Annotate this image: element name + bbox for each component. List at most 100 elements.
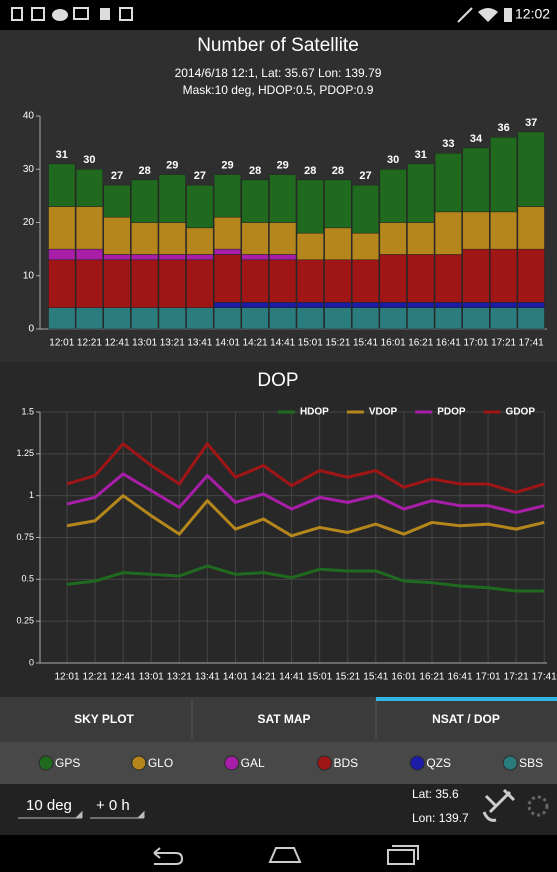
legend-dot: [318, 756, 332, 770]
x-tick-label: 15:41: [353, 338, 378, 349]
bar-segment: [407, 302, 434, 307]
bar-segment: [131, 260, 158, 308]
y-tick-label: 0: [28, 324, 34, 335]
bar-segment: [159, 254, 186, 259]
x-tick-label: 13:01: [139, 672, 164, 683]
total-label: 33: [442, 138, 454, 150]
bar-segment: [49, 164, 76, 207]
bar-segment: [352, 260, 379, 303]
bar-segment: [380, 308, 407, 329]
x-tick-label: 16:21: [419, 672, 444, 683]
y-tick-label: 1: [29, 490, 34, 500]
tab[interactable]: SAT MAP: [257, 712, 310, 726]
x-tick-label: 14:01: [223, 672, 248, 683]
x-tick-label: 16:41: [436, 338, 461, 349]
bar-segment: [214, 217, 241, 249]
legend-label: BDS: [334, 756, 359, 770]
bar-segment: [131, 308, 158, 329]
bar-segment: [242, 180, 269, 223]
bar-segment: [490, 137, 517, 212]
total-label: 29: [166, 159, 178, 171]
x-tick-label: 12:01: [49, 338, 74, 349]
bar-segment: [297, 233, 324, 260]
mask-select[interactable]: 10 deg: [26, 797, 72, 814]
bar-segment: [131, 223, 158, 255]
bar-segment: [490, 249, 517, 302]
bar-segment: [407, 254, 434, 302]
bar-segment: [76, 169, 103, 206]
latitude: Lat: 35.6: [412, 787, 459, 801]
y-tick-label: 0.75: [16, 532, 34, 542]
bar-segment: [463, 212, 490, 249]
total-label: 27: [359, 170, 371, 182]
bar-segment: [407, 164, 434, 223]
total-label: 27: [194, 170, 206, 182]
x-tick-label: 17:41: [519, 338, 544, 349]
x-tick-label: 13:41: [187, 338, 212, 349]
bar-segment: [380, 169, 407, 222]
bar-segment: [159, 308, 186, 329]
legend-label: QZS: [426, 756, 451, 770]
legend-label: VDOP: [369, 407, 398, 418]
y-tick-label: 40: [23, 111, 35, 122]
x-tick-label: 17:01: [476, 672, 501, 683]
bar-segment: [435, 254, 462, 302]
bar-segment: [352, 185, 379, 233]
bar-segment: [352, 308, 379, 329]
bar-segment: [76, 249, 103, 260]
bar-segment: [407, 308, 434, 329]
tab[interactable]: SKY PLOT: [74, 712, 134, 726]
total-label: 30: [83, 154, 95, 166]
bar-segment: [435, 308, 462, 329]
chart-title: DOP: [257, 370, 298, 391]
bar-segment: [518, 132, 545, 207]
page: {"status_bar": {"time": "12:02"}, "chart…: [0, 0, 557, 872]
bar-segment: [49, 207, 76, 250]
legend-dot: [39, 756, 53, 770]
x-tick-label: 16:41: [448, 672, 473, 683]
x-tick-label: 13:21: [167, 672, 192, 683]
y-tick-label: 1.25: [16, 448, 34, 458]
y-tick-label: 0: [29, 657, 34, 667]
bar-segment: [76, 207, 103, 250]
bar-segment: [242, 254, 269, 259]
bar-segment: [518, 302, 545, 307]
bar-segment: [435, 212, 462, 255]
legend-dot: [225, 756, 239, 770]
legend-label: SBS: [519, 756, 543, 770]
bar-segment: [325, 180, 352, 228]
total-label: 28: [304, 165, 316, 177]
x-tick-label: 14:41: [270, 338, 295, 349]
total-label: 31: [56, 149, 68, 161]
total-label: 30: [387, 154, 399, 166]
bar-segment: [325, 260, 352, 303]
bar-segment: [463, 249, 490, 302]
total-label: 28: [249, 165, 261, 177]
chart-title: Number of Satellite: [197, 35, 359, 56]
bar-segment: [490, 302, 517, 307]
bar-segment: [435, 302, 462, 307]
bar-segment: [214, 308, 241, 329]
bar-segment: [131, 254, 158, 259]
x-tick-label: 12:41: [105, 338, 130, 349]
bar-segment: [463, 302, 490, 307]
total-label: 27: [111, 170, 123, 182]
bar-segment: [104, 185, 131, 217]
offset-select[interactable]: + 0 h: [96, 797, 130, 814]
bar-segment: [242, 302, 269, 307]
tab-indicator: [376, 697, 557, 701]
y-tick-label: 0.5: [21, 574, 34, 584]
bar-segment: [104, 308, 131, 329]
total-label: 36: [497, 122, 509, 134]
bar-segment: [214, 302, 241, 307]
bar-segment: [76, 260, 103, 308]
bar-segment: [242, 260, 269, 303]
x-tick-label: 12:21: [83, 672, 108, 683]
tab[interactable]: NSAT / DOP: [432, 712, 500, 726]
bar-segment: [76, 308, 103, 329]
y-tick-label: 30: [23, 164, 35, 175]
bar-segment: [242, 308, 269, 329]
bar-segment: [380, 223, 407, 255]
x-tick-label: 13:21: [160, 338, 185, 349]
x-tick-label: 12:21: [77, 338, 102, 349]
